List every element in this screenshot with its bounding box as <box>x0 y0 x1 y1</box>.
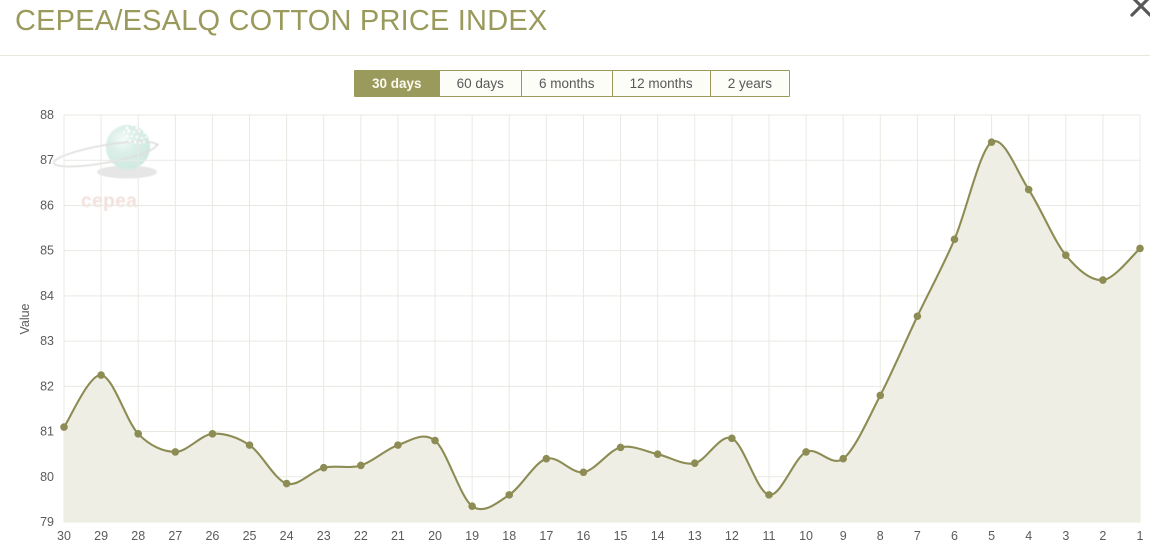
svg-text:6: 6 <box>951 529 958 543</box>
svg-text:84: 84 <box>40 289 54 303</box>
svg-text:85: 85 <box>40 244 54 258</box>
svg-text:81: 81 <box>40 425 54 439</box>
svg-text:23: 23 <box>317 529 331 543</box>
svg-text:2: 2 <box>1099 529 1106 543</box>
svg-text:80: 80 <box>40 470 54 484</box>
svg-text:30: 30 <box>57 529 71 543</box>
svg-text:15: 15 <box>614 529 628 543</box>
svg-text:3: 3 <box>1062 529 1069 543</box>
svg-text:29: 29 <box>94 529 108 543</box>
svg-text:9: 9 <box>840 529 847 543</box>
svg-text:21: 21 <box>391 529 405 543</box>
svg-text:8: 8 <box>877 529 884 543</box>
svg-text:14: 14 <box>651 529 665 543</box>
svg-text:86: 86 <box>40 198 54 212</box>
svg-text:5: 5 <box>988 529 995 543</box>
svg-text:28: 28 <box>131 529 145 543</box>
svg-text:27: 27 <box>168 529 182 543</box>
svg-text:7: 7 <box>914 529 921 543</box>
svg-text:4: 4 <box>1025 529 1032 543</box>
svg-text:1: 1 <box>1137 529 1144 543</box>
svg-text:82: 82 <box>40 379 54 393</box>
svg-text:17: 17 <box>539 529 553 543</box>
svg-text:87: 87 <box>40 153 54 167</box>
svg-text:26: 26 <box>205 529 219 543</box>
svg-text:11: 11 <box>762 529 775 543</box>
svg-text:88: 88 <box>40 108 54 122</box>
svg-text:79: 79 <box>40 515 54 529</box>
svg-text:16: 16 <box>576 529 590 543</box>
svg-text:24: 24 <box>280 529 294 543</box>
svg-text:20: 20 <box>428 529 442 543</box>
svg-text:10: 10 <box>799 529 813 543</box>
svg-text:83: 83 <box>40 334 54 348</box>
svg-text:18: 18 <box>502 529 516 543</box>
svg-text:22: 22 <box>354 529 368 543</box>
svg-text:25: 25 <box>243 529 257 543</box>
svg-text:cepea: cepea <box>81 191 137 212</box>
svg-text:13: 13 <box>688 529 702 543</box>
svg-text:19: 19 <box>465 529 479 543</box>
svg-text:12: 12 <box>725 529 739 543</box>
